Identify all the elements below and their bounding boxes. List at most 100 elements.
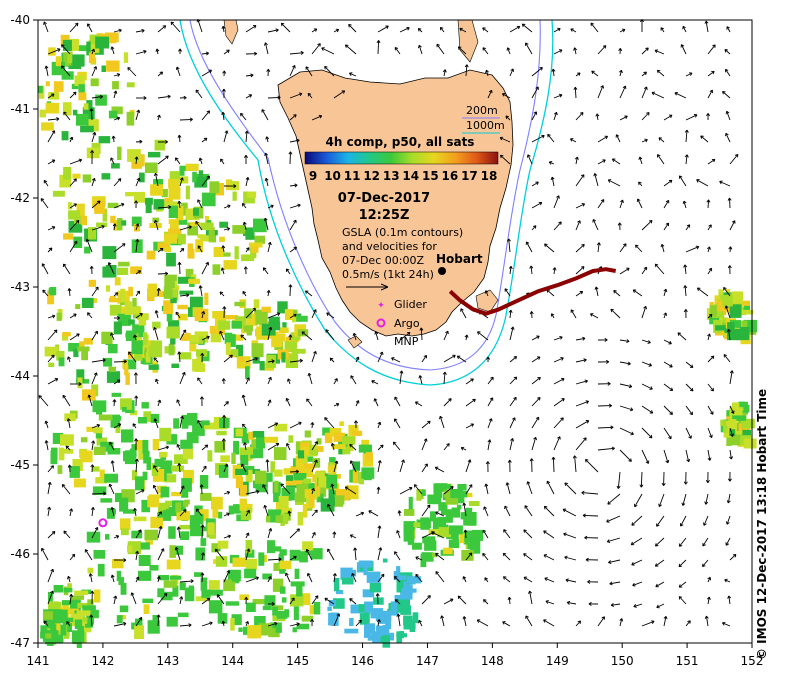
sst-patch: [416, 490, 421, 501]
velocity-arrow: [220, 292, 224, 296]
sst-patch: [53, 191, 65, 197]
velocity-arrow: [544, 555, 554, 560]
sst-patch: [100, 470, 105, 478]
velocity-arrow: [708, 268, 712, 274]
sst-patch: [300, 442, 309, 446]
velocity-arrow: [607, 538, 620, 543]
velocity-arrow: [268, 377, 271, 384]
velocity-arrow: [655, 264, 664, 274]
sst-patch: [143, 451, 149, 464]
velocity-arrow: [585, 536, 599, 539]
velocity-arrow: [307, 573, 312, 582]
velocity-arrow: [576, 112, 583, 120]
velocity-arrow: [356, 401, 359, 407]
sst-patch: [279, 561, 291, 569]
velocity-arrow: [180, 372, 185, 384]
sst-patch: [82, 298, 94, 308]
sst-patch: [201, 420, 210, 425]
velocity-arrow: [223, 71, 226, 76]
velocity-arrow: [263, 268, 268, 274]
velocity-arrow: [289, 152, 292, 164]
velocity-arrow: [566, 579, 576, 582]
velocity-arrow: [610, 582, 620, 585]
sst-patch: [120, 289, 125, 303]
velocity-arrow: [642, 362, 652, 366]
velocity-arrow: [378, 352, 383, 362]
velocity-arrow: [45, 66, 48, 76]
velocity-arrow: [684, 265, 687, 274]
sst-patch: [240, 499, 247, 511]
sst-patch: [364, 602, 373, 613]
velocity-arrow: [510, 397, 516, 406]
sst-patch: [218, 512, 222, 519]
velocity-arrow: [635, 494, 643, 507]
velocity-arrow: [180, 96, 186, 99]
velocity-arrow: [632, 560, 642, 565]
sst-patch: [326, 475, 337, 489]
velocity-arrow: [307, 399, 312, 406]
velocity-arrow: [92, 373, 97, 384]
sst-patch: [219, 237, 225, 242]
sst-patch: [168, 179, 178, 189]
velocity-arrow: [68, 357, 71, 362]
velocity-arrow: [484, 507, 488, 516]
sst-patch: [195, 309, 209, 321]
velocity-arrow: [48, 482, 51, 494]
sst-patch: [208, 522, 215, 534]
velocity-arrow: [708, 71, 714, 76]
velocity-arrow: [576, 401, 589, 406]
velocity-arrow: [48, 160, 55, 164]
velocity-arrow: [728, 596, 731, 604]
velocity-arrow: [642, 450, 649, 464]
sst-patch: [199, 170, 203, 180]
sst-patch: [408, 534, 414, 545]
sst-patch: [175, 502, 181, 512]
velocity-arrow: [697, 180, 708, 186]
sst-patch: [114, 322, 122, 335]
velocity-arrow: [458, 596, 466, 604]
velocity-arrow: [510, 69, 514, 76]
velocity-arrow: [418, 45, 422, 54]
velocity-arrow: [525, 506, 532, 516]
velocity-arrow: [485, 484, 488, 494]
velocity-arrow: [664, 289, 667, 296]
velocity-arrow: [594, 173, 598, 186]
sst-patch: [294, 606, 299, 620]
velocity-arrow: [264, 43, 268, 54]
velocity-arrow: [264, 505, 268, 516]
sst-patch: [109, 367, 117, 372]
argo-float-marker: [99, 519, 106, 526]
sst-patch: [178, 613, 189, 618]
sst-patch: [216, 431, 226, 436]
sst-patch: [314, 602, 321, 615]
velocity-arrow: [89, 574, 92, 582]
lat-tick-label: -46: [10, 547, 30, 561]
glider-symbol-icon: ✦: [377, 301, 385, 311]
velocity-arrow: [640, 472, 643, 487]
velocity-arrow: [243, 291, 246, 296]
sst-patch: [266, 516, 270, 523]
velocity-arrow: [418, 29, 422, 33]
sst-patch: [110, 296, 116, 302]
velocity-arrow: [457, 356, 466, 362]
velocity-arrow: [156, 49, 159, 54]
velocity-arrow: [705, 494, 708, 504]
sst-patch: [141, 542, 150, 549]
velocity-arrow: [224, 535, 231, 538]
velocity-arrow: [224, 355, 232, 362]
velocity-arrow: [312, 532, 315, 538]
velocity-arrow: [726, 538, 730, 545]
velocity-arrow: [180, 118, 193, 121]
sst-patch: [95, 37, 109, 49]
sst-patch: [77, 347, 89, 352]
sst-patch: [84, 247, 90, 254]
sst-patch: [422, 552, 434, 562]
velocity-arrow: [545, 244, 555, 252]
velocity-arrow: [573, 456, 576, 472]
velocity-arrow: [327, 313, 334, 318]
velocity-arrow: [729, 247, 732, 252]
velocity-arrow: [620, 362, 631, 365]
velocity-arrow: [612, 159, 620, 164]
lon-tick-label: 147: [416, 654, 439, 668]
velocity-arrow: [246, 52, 257, 55]
